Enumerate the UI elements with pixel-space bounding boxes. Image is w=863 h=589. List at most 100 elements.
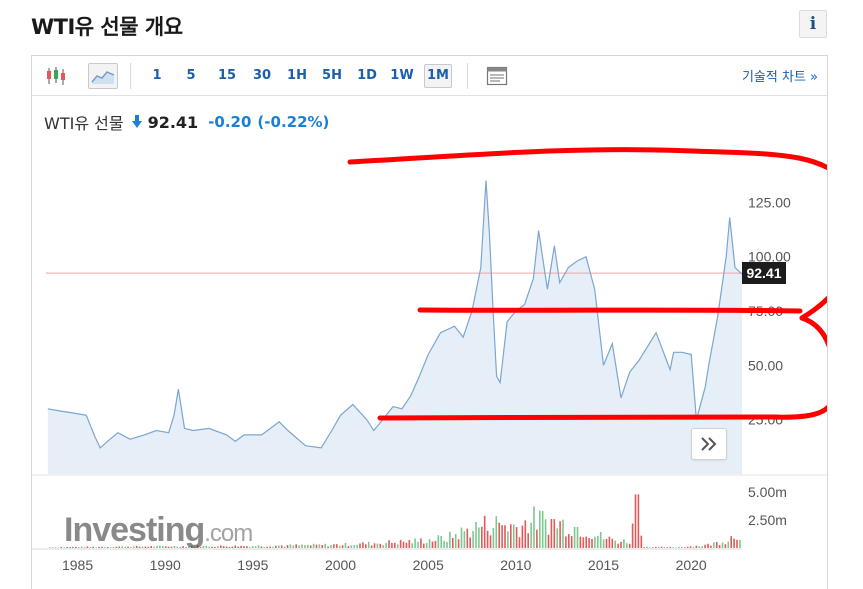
timeframe-15[interactable]: 15 [217, 68, 237, 83]
volume-bar [483, 515, 486, 548]
volume-bar [359, 543, 361, 548]
volume-bar [269, 546, 271, 548]
volume-bar [121, 546, 123, 548]
volume-bar [341, 545, 344, 548]
volume-bar [417, 541, 419, 548]
timeframe-1m[interactable]: 1M [424, 64, 452, 88]
volume-bar [721, 542, 724, 548]
volume-bar [109, 547, 112, 548]
volume-bar [112, 547, 115, 548]
volume-bar [289, 544, 292, 548]
volume-bar [199, 547, 202, 548]
volume-bar [324, 543, 326, 548]
volume-bar [565, 536, 567, 548]
volume-bar [391, 543, 393, 548]
timeframe-30[interactable]: 30 [252, 68, 272, 83]
volume-bar [594, 536, 596, 548]
volume-bar [138, 546, 141, 548]
volume-bar [649, 547, 651, 548]
candlestick-icon[interactable] [42, 63, 70, 89]
volume-bar [63, 547, 65, 548]
info-button[interactable]: i [799, 10, 827, 38]
volume-bar [408, 540, 411, 548]
volume-bar [460, 527, 463, 548]
volume-bar [669, 546, 672, 548]
volume-bar [150, 546, 152, 548]
volume-bar [48, 547, 51, 548]
volume-bar [167, 546, 170, 548]
volume-bar [698, 546, 701, 548]
volume-bar [251, 546, 254, 548]
volume-bar [657, 546, 660, 548]
volume-bar [498, 522, 500, 548]
x-tick-label: 1985 [62, 557, 93, 573]
volume-bar [237, 546, 239, 548]
volume-bar [414, 538, 416, 548]
area-chart-icon[interactable] [88, 63, 118, 89]
volume-bar [454, 534, 457, 548]
volume-bar [713, 542, 715, 548]
timeframe-5h[interactable]: 5H [322, 68, 342, 83]
y-tick-label: 50.00 [748, 357, 783, 373]
timeframe-1d[interactable]: 1D [357, 68, 377, 83]
timeframe-1[interactable]: 1 [152, 68, 162, 83]
volume-bar [660, 546, 663, 548]
volume-bar [309, 545, 312, 548]
timeframe-1w[interactable]: 1W [390, 68, 414, 83]
volume-bar [156, 545, 158, 548]
volume-bar [736, 539, 738, 548]
volume-bar [193, 546, 196, 548]
volume-bar [147, 546, 150, 548]
volume-bar [249, 547, 251, 548]
volume-bar [562, 519, 564, 548]
volume-bar [556, 528, 558, 548]
last-price: 92.41 [147, 112, 199, 132]
volume-bar [292, 545, 295, 548]
volume-bar [275, 545, 277, 548]
volume-bar [434, 540, 437, 548]
volume-bar [428, 539, 431, 548]
volume-bar [185, 547, 187, 548]
volume-bar [539, 510, 541, 548]
volume-bar [98, 546, 100, 548]
x-tick-label: 1990 [150, 557, 181, 573]
volume-bar [469, 537, 471, 548]
timeframe-1h[interactable]: 1H [287, 68, 307, 83]
volume-bar [463, 531, 466, 548]
volume-bar [602, 539, 605, 548]
volume-bar [550, 519, 553, 548]
volume-bar [202, 545, 205, 548]
volume-bar [182, 546, 184, 548]
volume-bar [710, 545, 712, 548]
volume-bar [643, 547, 645, 548]
volume-bar [394, 542, 396, 548]
volume-bar [257, 545, 260, 548]
volume-bar [135, 545, 138, 548]
volume-bar [739, 539, 741, 548]
y-tick-label: 25.00 [748, 412, 783, 428]
volume-bar [321, 545, 324, 548]
timeframe-5[interactable]: 5 [186, 68, 196, 83]
down-arrow-icon [131, 115, 142, 128]
layout-icon[interactable] [483, 63, 511, 89]
volume-bar [75, 546, 77, 548]
volume-bar [327, 546, 329, 548]
volume-bar [521, 525, 524, 548]
volume-bar [530, 522, 532, 548]
x-tick-label: 2015 [588, 557, 619, 573]
x-tick-label: 2010 [500, 557, 531, 573]
volume-bar [278, 545, 280, 548]
volume-bar [179, 547, 181, 548]
technical-chart-link[interactable]: 기술적 차트 » [741, 70, 818, 85]
volume-bar [489, 535, 492, 548]
volume-bar [524, 520, 527, 548]
volume-bar [634, 494, 637, 548]
volume-bar [312, 543, 315, 548]
volume-bar [402, 541, 405, 548]
scroll-forward-button[interactable] [691, 428, 727, 460]
volume-bar [536, 529, 538, 548]
volume-bar [570, 536, 573, 548]
annotation-stroke-right [769, 315, 827, 420]
volume-bar [695, 545, 698, 548]
volume-bar [130, 547, 132, 548]
